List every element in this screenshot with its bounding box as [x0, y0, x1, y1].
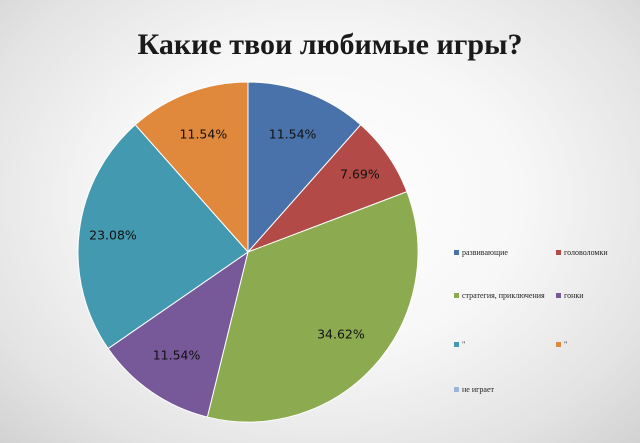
legend-label-0: развивающие	[462, 248, 508, 257]
legend-swatch-6	[454, 387, 459, 392]
legend-swatch-0	[454, 250, 459, 255]
legend-label-1: головоломки	[564, 248, 608, 257]
legend-label-6: не играет	[462, 385, 494, 394]
slice-label-5: 11.54%	[180, 126, 228, 141]
pie-slice-3	[107, 250, 249, 418]
slice-label-2: 34.62%	[317, 326, 365, 341]
pie-slices	[77, 81, 419, 423]
legend-swatch-5	[556, 342, 561, 347]
legend-label-4: "	[462, 340, 465, 349]
legend-swatch-4	[454, 342, 459, 347]
legend: развивающие головоломки стратегия, приключ…	[454, 248, 608, 394]
slice-label-4: 23.08%	[89, 228, 137, 243]
slice-label-0: 11.54%	[269, 126, 317, 141]
slice-label-1: 7.69%	[340, 167, 380, 182]
legend-label-2: стратегия, приключения	[462, 291, 545, 300]
legend-label-3: гонки	[564, 291, 584, 300]
legend-swatch-1	[556, 250, 561, 255]
pie-slice-4	[77, 124, 249, 350]
slice-labels: 11.54% 7.69% 34.62% 11.54% 23.08% 11.54%	[89, 126, 380, 362]
legend-label-5: "	[564, 340, 567, 349]
pie-slice-0	[247, 81, 362, 254]
legend-swatch-2	[454, 293, 459, 298]
legend-swatch-3	[556, 293, 561, 298]
pie-slice-5	[134, 81, 249, 254]
chart-title: Какие твои любимые игры?	[137, 28, 523, 61]
pie-slice-2	[206, 191, 419, 423]
slice-label-3: 11.54%	[153, 348, 201, 363]
